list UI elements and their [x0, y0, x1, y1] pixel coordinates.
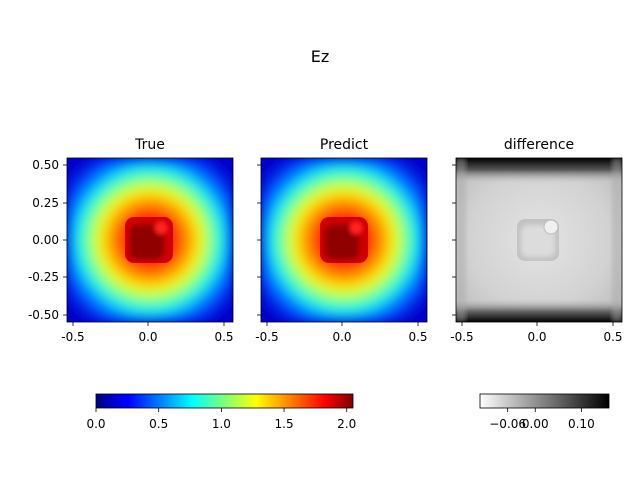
difference-xticks: -0.5 0.0 0.5: [450, 322, 623, 344]
panel-true: True -0.5 0.0 0.5 0.50 0.25 0.00 -0.2: [28, 137, 234, 344]
true-yticks: 0.50 0.25 0.00 -0.25 -0.50: [28, 158, 67, 322]
panel-predict-title: Predict: [320, 137, 369, 153]
colorbar-main-ticks: 0.0 0.5 1.0 1.5 2.0: [86, 408, 356, 431]
difference-heatmap: [456, 158, 622, 322]
true-ytick-label: 0.25: [32, 196, 59, 210]
colorbar-main: 0.0 0.5 1.0 1.5 2.0: [86, 393, 356, 431]
predict-xticks: -0.5 0.0 0.5: [255, 322, 428, 344]
difference-xtick-label: 0.0: [527, 330, 546, 344]
true-ytick-label: -0.50: [28, 308, 59, 322]
panel-difference-title: difference: [504, 137, 574, 153]
colorbar-difference: −0.060.00 0.10: [479, 393, 610, 431]
difference-yticks: [452, 164, 456, 316]
predict-xtick-label: -0.5: [255, 330, 278, 344]
predict-heatmap: [261, 158, 427, 322]
true-ytick-label: -0.25: [28, 270, 59, 284]
true-xtick-label: 0.5: [214, 330, 233, 344]
true-xticks: -0.5 0.0 0.5: [61, 322, 234, 344]
difference-xtick-label: -0.5: [450, 330, 473, 344]
panel-true-title: True: [134, 137, 165, 153]
colorbar-main-tick-label: 1.0: [212, 417, 231, 431]
figure-suptitle: Ez: [311, 47, 330, 66]
predict-yticks: [257, 164, 261, 316]
true-ytick-label: 0.00: [32, 233, 59, 247]
colorbar-difference-tick-label: 0.00: [522, 417, 549, 431]
difference-xtick-label: 0.5: [603, 330, 622, 344]
true-xtick-label: 0.0: [138, 330, 157, 344]
colorbar-difference-ticks: −0.060.00 0.10: [489, 408, 595, 431]
colorbar-main-tick-label: 0.5: [149, 417, 168, 431]
true-xtick-label: -0.5: [61, 330, 84, 344]
true-heatmap: [67, 158, 233, 322]
colorbar-main-gradient: [95, 393, 354, 409]
colorbar-difference-gradient: [479, 393, 610, 409]
colorbar-difference-tick-label: 0.10: [568, 417, 595, 431]
panel-difference: difference -0.5 0.0 0.5: [450, 137, 622, 344]
colorbar-main-tick-label: 0.0: [86, 417, 105, 431]
predict-xtick-label: 0.0: [332, 330, 351, 344]
colorbar-main-tick-label: 1.5: [275, 417, 294, 431]
colorbar-difference-tick-label: −0.06: [489, 417, 526, 431]
colorbar-main-tick-label: 2.0: [337, 417, 356, 431]
true-ytick-label: 0.50: [32, 158, 59, 172]
panel-predict: Predict -0.5 0.0 0.5: [255, 137, 427, 344]
predict-xtick-label: 0.5: [408, 330, 427, 344]
